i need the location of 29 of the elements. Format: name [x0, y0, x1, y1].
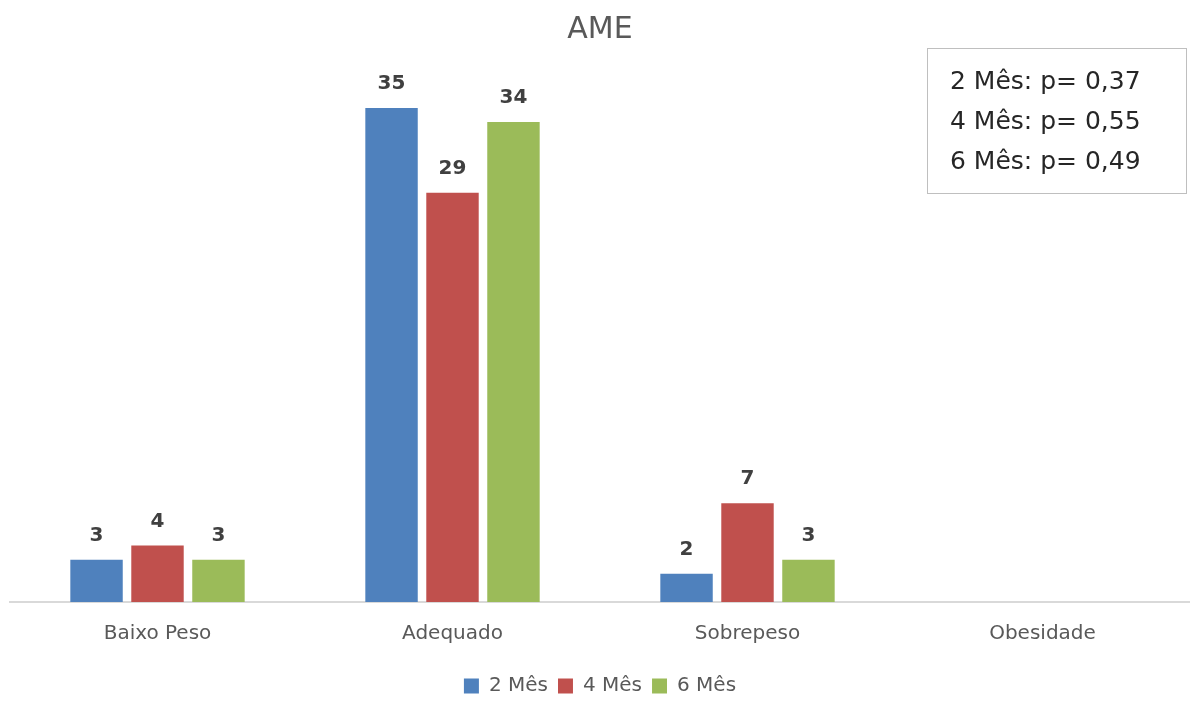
- x-tick-label: Adequado: [402, 620, 503, 645]
- text: 2 Mês: p= 0,37: [950, 65, 1142, 97]
- legend-label: 4 Mês: [582, 672, 643, 697]
- annotation: 6 Mês: p= 0,49: [950, 145, 1142, 177]
- data-label: 35: [377, 70, 406, 95]
- bar: [782, 559, 835, 602]
- x-tick-label: Sobrepeso: [694, 620, 801, 645]
- bar: [721, 503, 774, 602]
- bar: [192, 559, 245, 602]
- x-tick-label: Obesidade: [989, 620, 1096, 645]
- bar: [426, 192, 479, 602]
- data-label: 34: [499, 84, 528, 109]
- bar: [487, 122, 540, 602]
- bar: [131, 545, 184, 602]
- chart-title: AME: [567, 9, 633, 45]
- x-tick-label: Baixo Peso: [103, 620, 212, 645]
- data-label: 7: [740, 465, 755, 490]
- data-label: 3: [89, 521, 104, 546]
- bar: [70, 559, 123, 602]
- legend-label: 2 Mês: [488, 672, 548, 697]
- bar: [660, 573, 713, 602]
- data-label: 3: [801, 521, 816, 546]
- annotation: 4 Mês: p= 0,55: [950, 105, 1142, 137]
- bar: [365, 108, 418, 602]
- data-label: 4: [150, 507, 165, 532]
- data-label: 2: [679, 535, 694, 560]
- legend-label: 6 Mês: [677, 672, 737, 697]
- data-label: 3: [211, 521, 226, 546]
- data-label: 29: [438, 154, 467, 179]
